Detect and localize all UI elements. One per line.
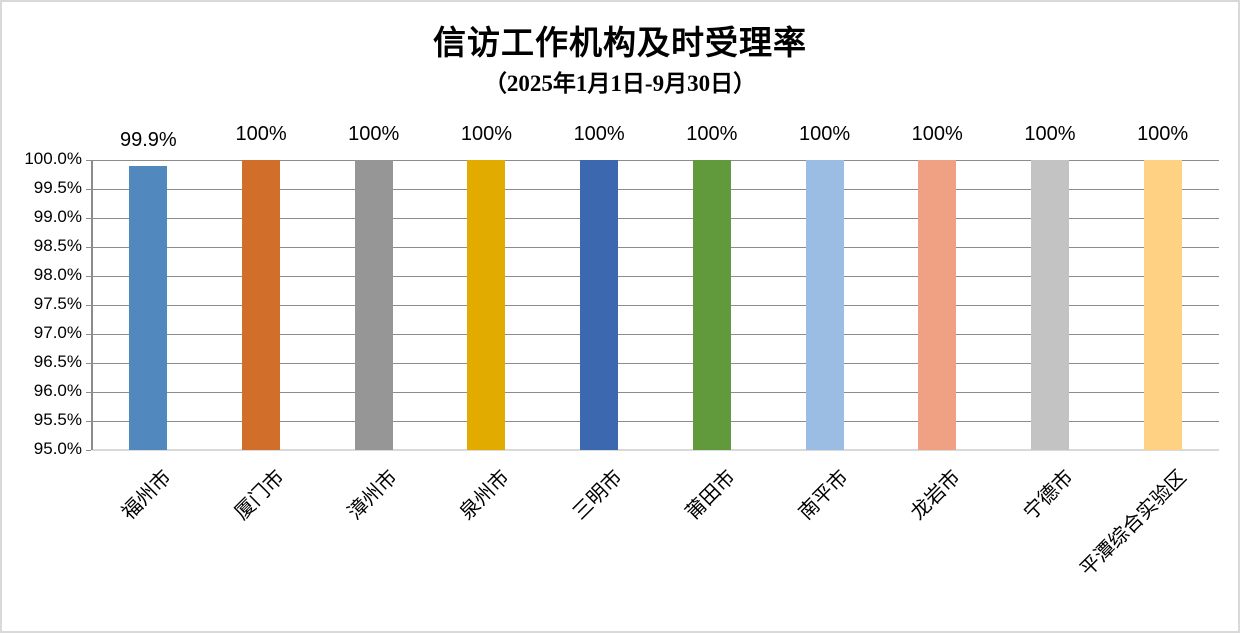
y-axis-tick-mark (86, 246, 91, 248)
gridline (92, 275, 1219, 277)
y-axis-tick-label: 98.5% (33, 236, 82, 255)
gridline (92, 246, 1219, 248)
y-axis-tick-mark (86, 449, 91, 451)
bar (467, 160, 506, 450)
x-axis-category-label: 南平市 (794, 466, 853, 525)
y-axis-tick-mark (86, 188, 91, 190)
y-axis-tick-mark (86, 362, 91, 364)
bar (692, 160, 731, 450)
gridline (92, 362, 1219, 364)
y-axis-tick-label: 95.5% (33, 410, 82, 429)
bar-value-label: 100% (798, 123, 851, 145)
y-axis-tick-label: 97.0% (33, 323, 82, 342)
y-axis-tick-mark (86, 275, 91, 277)
bar (1143, 160, 1182, 450)
bar-value-label: 100% (686, 123, 738, 145)
gridline (92, 159, 1219, 161)
x-axis-category-label: 龙岩市 (907, 466, 966, 525)
gridline (92, 217, 1219, 219)
bar-value-label: 100% (911, 123, 963, 145)
gridline (92, 391, 1219, 393)
bar (129, 165, 168, 450)
bar (242, 160, 281, 450)
gridline (92, 333, 1219, 335)
y-axis-tick-label: 100.0% (24, 149, 82, 168)
gridline (92, 420, 1219, 422)
y-axis-tick-label: 99.5% (33, 178, 82, 197)
bar-value-label: 100% (348, 123, 400, 145)
x-axis-category-label: 莆田市 (681, 466, 740, 525)
y-axis-tick-label: 95.0% (33, 439, 82, 458)
bar-value-label: 100% (235, 123, 287, 145)
x-axis-category-label: 三明市 (568, 466, 627, 525)
chart-title: 信访工作机构及时受理率 (433, 26, 807, 62)
chart-subtitle: （2025年1月1日-9月30日） (483, 71, 757, 96)
bar-value-label: 100% (1024, 123, 1076, 145)
bar-value-label: 99.9% (120, 128, 177, 151)
bar (354, 160, 393, 450)
gridline (92, 304, 1219, 306)
y-axis-tick-mark (86, 391, 91, 393)
y-axis-tick-label: 99.0% (33, 207, 82, 226)
x-axis-line (92, 449, 1219, 451)
bar-value-label: 100% (1137, 123, 1189, 145)
y-axis-tick-mark (86, 420, 91, 422)
y-axis-tick-mark (86, 159, 91, 161)
y-axis-tick-label: 96.5% (33, 352, 82, 371)
y-axis-tick-label: 97.5% (33, 294, 82, 313)
bar (805, 160, 844, 450)
y-axis-line (91, 160, 93, 450)
bar-value-label: 100% (460, 123, 513, 145)
y-axis-tick-mark (86, 304, 91, 306)
x-axis-category-label: 福州市 (118, 466, 177, 525)
y-axis-tick-mark (86, 333, 91, 335)
y-axis-tick-mark (86, 217, 91, 219)
x-axis-category-label: 泉州市 (456, 466, 515, 525)
bar-value-label: 100% (573, 123, 625, 145)
x-axis-category-label: 漳州市 (343, 466, 402, 525)
bar (580, 160, 619, 450)
y-axis-tick-label: 96.0% (33, 381, 82, 400)
gridline (92, 188, 1219, 190)
x-axis-category-label: 厦门市 (230, 466, 289, 525)
y-axis-tick-label: 98.0% (33, 265, 82, 284)
plot-area: 99.9% 100% 100% 100% 100% 100% 100% 100% 100% 100… (86, 123, 1219, 451)
x-axis-category-label: 平潭综合实验区 (1075, 466, 1191, 581)
bar (1030, 160, 1069, 450)
x-axis-category-label: 宁德市 (1019, 466, 1078, 525)
bar (918, 160, 957, 450)
